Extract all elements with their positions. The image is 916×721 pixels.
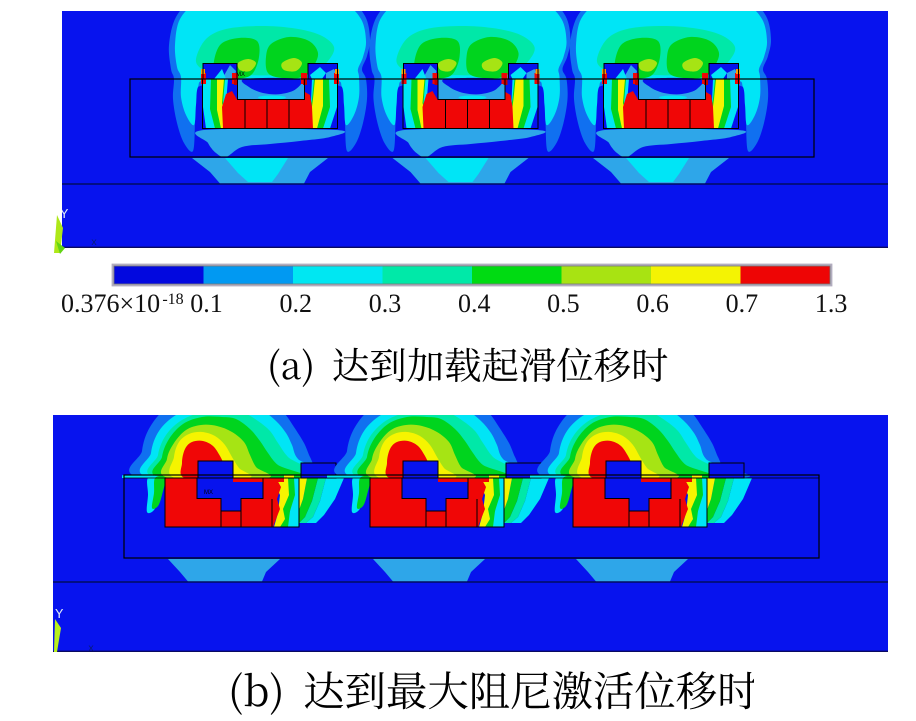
svg-text:MX: MX bbox=[236, 72, 245, 78]
svg-text:x: x bbox=[91, 238, 97, 248]
svg-text:MX: MX bbox=[204, 490, 213, 496]
svg-text:Y: Y bbox=[55, 607, 64, 623]
svg-text:x: x bbox=[88, 644, 94, 652]
svg-text:Y: Y bbox=[62, 207, 69, 223]
